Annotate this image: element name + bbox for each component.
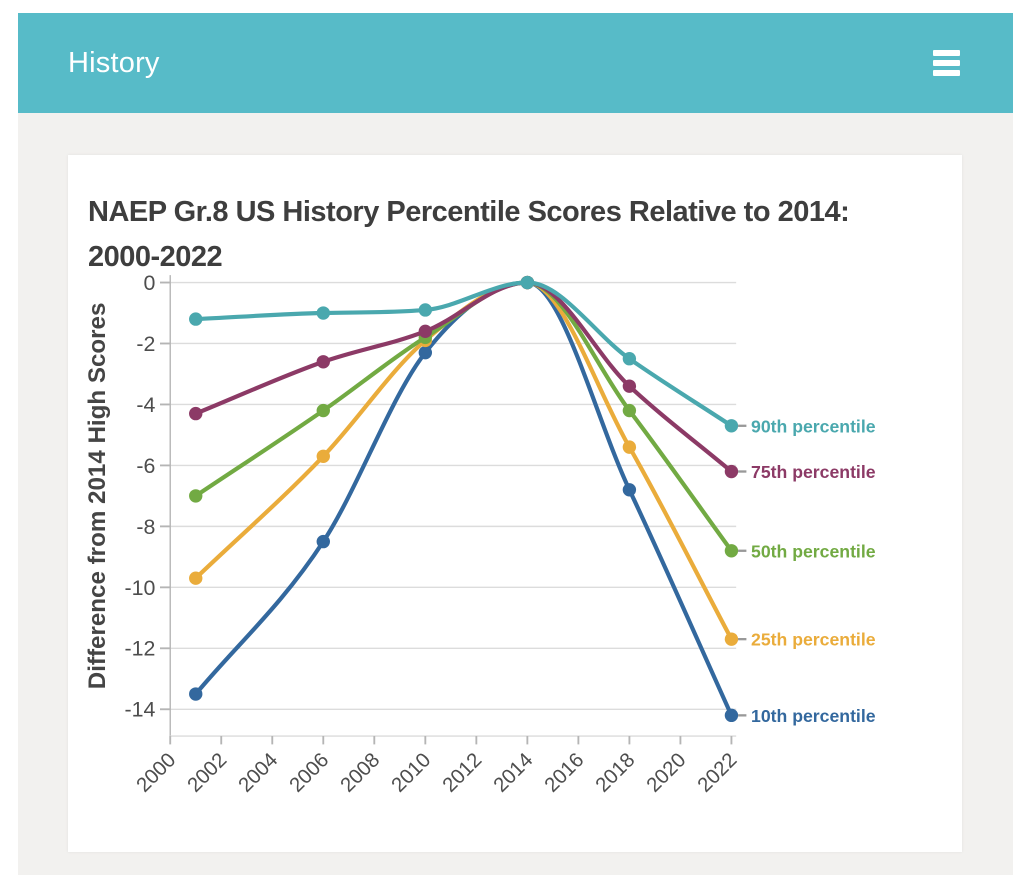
chart-title: NAEP Gr.8 US History Percentile Scores R…: [88, 190, 942, 280]
series-line-50th-percentile: [193, 280, 734, 553]
data-point-25th-percentile: [622, 440, 637, 454]
data-point-90th-percentile: [316, 306, 330, 320]
series-line-10th-percentile: [193, 280, 734, 718]
chart-title-line2: 2000-2022: [88, 241, 223, 274]
y-tick-label: -4: [136, 393, 155, 417]
data-point-75th-percentile: [622, 379, 637, 393]
data-point-75th-percentile: [316, 355, 330, 369]
data-point-90th-percentile: [622, 352, 637, 366]
y-axis-label: Difference from 2014 High Scores: [84, 303, 111, 690]
x-tick-label: 2008: [336, 748, 384, 796]
x-tick-label: 2018: [591, 748, 639, 796]
y-tick-label: -14: [124, 698, 155, 722]
data-point-90th-percentile: [189, 312, 203, 326]
series-line-25th-percentile: [193, 280, 734, 642]
data-point-75th-percentile: [189, 406, 203, 421]
data-point-50th-percentile: [189, 489, 203, 503]
data-point-25th-percentile: [316, 449, 330, 463]
data-point-90th-percentile: [418, 303, 433, 317]
data-point-50th-percentile: [724, 544, 739, 558]
series-label-10th-percentile: 10th percentile: [751, 706, 876, 726]
data-point-50th-percentile: [622, 403, 637, 418]
y-tick-label: -2: [136, 332, 155, 356]
x-tick-label: 2022: [693, 748, 741, 796]
app-title: History: [68, 46, 160, 79]
data-point-10th-percentile: [724, 708, 739, 723]
data-point-25th-percentile: [189, 571, 203, 585]
data-point-25th-percentile: [724, 632, 739, 646]
app-header: History: [18, 13, 1013, 113]
hamburger-icon: [933, 70, 960, 76]
hamburger-menu-button[interactable]: [933, 50, 960, 76]
x-tick-label: 2014: [489, 748, 537, 796]
y-tick-label: -8: [136, 515, 155, 539]
hamburger-icon: [933, 60, 960, 66]
x-tick-label: 2006: [285, 748, 333, 796]
series-label-25th-percentile: 25th percentile: [751, 630, 876, 650]
data-point-75th-percentile: [418, 324, 433, 338]
series-label-90th-percentile: 90th percentile: [751, 416, 876, 436]
y-tick-label: -10: [124, 576, 155, 600]
x-tick-label: 2012: [438, 748, 486, 796]
hamburger-icon: [933, 50, 960, 56]
y-tick-label: -12: [124, 637, 155, 661]
data-point-75th-percentile: [724, 464, 739, 479]
y-tick-label: 0: [143, 271, 155, 295]
data-point-10th-percentile: [622, 483, 637, 497]
data-point-10th-percentile: [418, 345, 433, 360]
chart-title-line1: NAEP Gr.8 US History Percentile Scores R…: [88, 196, 850, 229]
x-tick-label: 2016: [540, 748, 588, 796]
series-line-90th-percentile: [193, 280, 734, 428]
x-tick-label: 2000: [132, 748, 180, 796]
data-point-10th-percentile: [189, 687, 203, 701]
x-tick-label: 2010: [387, 748, 435, 796]
x-tick-label: 2002: [183, 748, 231, 796]
x-tick-label: 2004: [234, 748, 282, 796]
data-point-10th-percentile: [316, 534, 330, 549]
chart-card: NAEP Gr.8 US History Percentile Scores R…: [68, 155, 962, 852]
page-content: NAEP Gr.8 US History Percentile Scores R…: [18, 113, 1013, 875]
series-line-75th-percentile: [193, 280, 734, 474]
data-point-90th-percentile: [520, 275, 535, 290]
x-tick-label: 2020: [642, 748, 690, 796]
y-tick-label: -6: [136, 454, 155, 478]
series-label-50th-percentile: 50th percentile: [751, 541, 876, 561]
data-point-50th-percentile: [316, 403, 330, 418]
data-point-90th-percentile: [724, 419, 739, 433]
series-label-75th-percentile: 75th percentile: [751, 462, 876, 482]
